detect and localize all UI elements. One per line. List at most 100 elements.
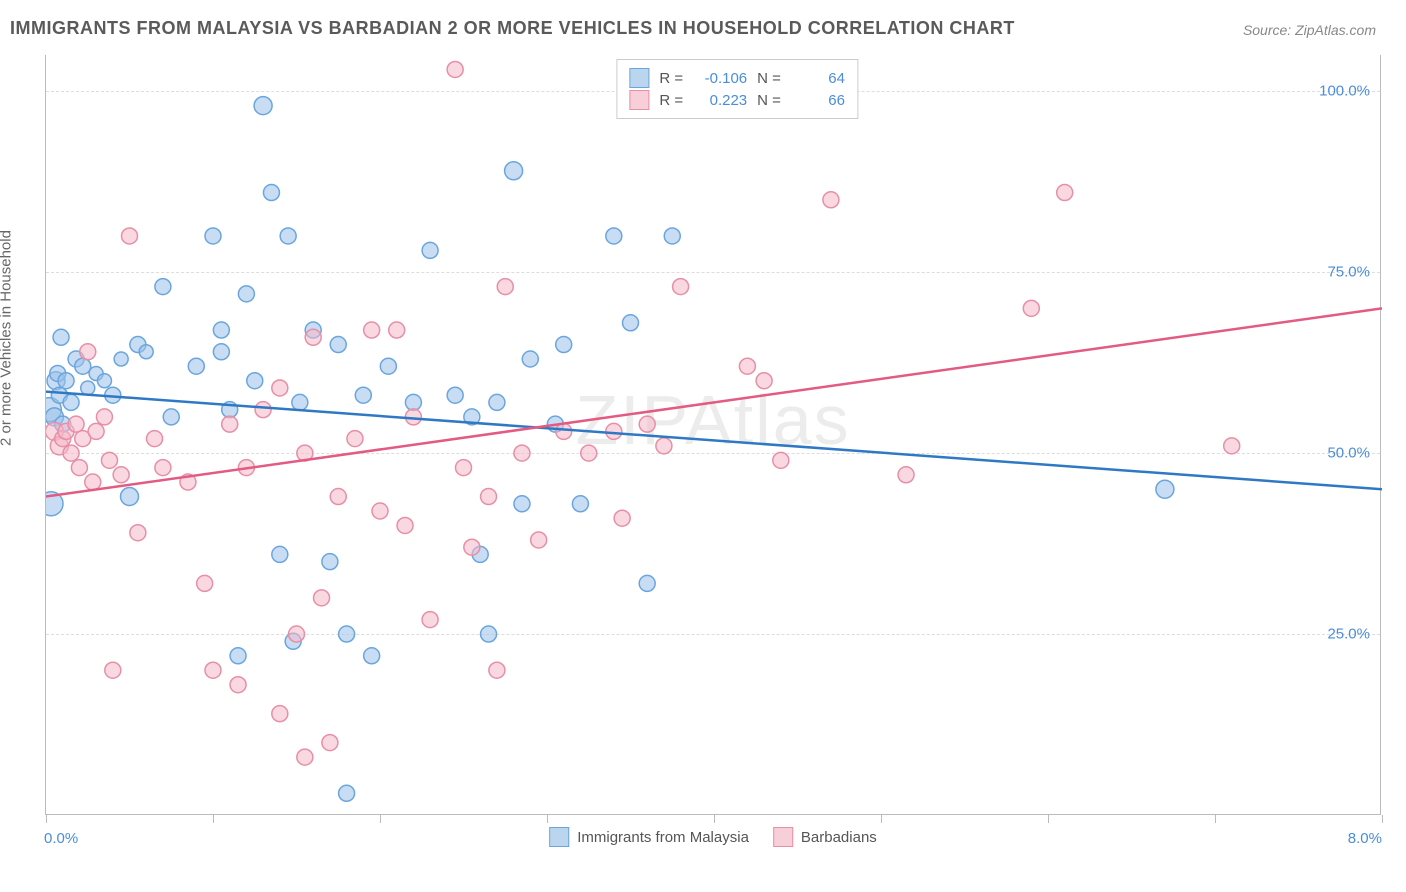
scatter-point (505, 162, 523, 180)
scatter-point (673, 279, 689, 295)
chart-container: ZIPAtlas R = -0.106 N = 64 R = 0.223 N =… (45, 55, 1381, 815)
scatter-point (389, 322, 405, 338)
source-attribution: Source: ZipAtlas.com (1243, 22, 1376, 38)
legend-r-value-2: 0.223 (693, 92, 747, 109)
scatter-point (405, 394, 421, 410)
scatter-point (489, 662, 505, 678)
scatter-point (238, 286, 254, 302)
scatter-point (481, 489, 497, 505)
scatter-point (155, 279, 171, 295)
scatter-point (522, 351, 538, 367)
scatter-point (272, 546, 288, 562)
scatter-point (101, 452, 117, 468)
scatter-point (205, 228, 221, 244)
legend-swatch-2 (629, 90, 649, 110)
scatter-point (623, 315, 639, 331)
plot-area: ZIPAtlas R = -0.106 N = 64 R = 0.223 N =… (45, 55, 1381, 815)
scatter-point (68, 416, 84, 432)
x-tick (547, 815, 548, 823)
scatter-point (292, 394, 308, 410)
scatter-point (97, 374, 111, 388)
series-legend: Immigrants from Malaysia Barbadians (549, 827, 877, 847)
legend-item-1: Immigrants from Malaysia (549, 827, 749, 847)
scatter-point (1057, 185, 1073, 201)
scatter-point (773, 452, 789, 468)
scatter-point (339, 626, 355, 642)
legend-r-label: R = (659, 92, 683, 109)
scatter-svg (46, 55, 1382, 815)
scatter-point (422, 242, 438, 258)
legend-row-series-2: R = 0.223 N = 66 (629, 90, 845, 110)
scatter-point (756, 373, 772, 389)
x-axis-min-label: 0.0% (44, 830, 78, 847)
scatter-point (121, 488, 139, 506)
chart-title: IMMIGRANTS FROM MALAYSIA VS BARBADIAN 2 … (10, 18, 1015, 39)
scatter-point (664, 228, 680, 244)
y-axis-label: 2 or more Vehicles in Household (0, 230, 15, 446)
scatter-point (188, 358, 204, 374)
scatter-point (397, 517, 413, 533)
trend-line (46, 308, 1382, 496)
scatter-point (355, 387, 371, 403)
scatter-point (364, 648, 380, 664)
scatter-point (639, 575, 655, 591)
scatter-point (222, 416, 238, 432)
scatter-point (330, 489, 346, 505)
legend-r-value-1: -0.106 (693, 70, 747, 87)
legend-n-label: N = (757, 70, 781, 87)
scatter-point (456, 460, 472, 476)
scatter-point (113, 467, 129, 483)
scatter-point (497, 279, 513, 295)
x-tick (46, 815, 47, 823)
scatter-point (339, 785, 355, 801)
legend-r-label: R = (659, 70, 683, 87)
scatter-point (330, 337, 346, 353)
x-axis-max-label: 8.0% (1348, 830, 1382, 847)
scatter-point (898, 467, 914, 483)
correlation-legend: R = -0.106 N = 64 R = 0.223 N = 66 (616, 59, 858, 119)
scatter-point (205, 662, 221, 678)
scatter-point (1224, 438, 1240, 454)
scatter-point (289, 626, 305, 642)
legend-n-label: N = (757, 92, 781, 109)
x-tick (380, 815, 381, 823)
scatter-point (447, 61, 463, 77)
legend-item-2: Barbadians (773, 827, 877, 847)
scatter-point (71, 460, 87, 476)
x-tick (714, 815, 715, 823)
scatter-point (531, 532, 547, 548)
scatter-point (556, 337, 572, 353)
scatter-point (739, 358, 755, 374)
legend-bottom-swatch-2 (773, 827, 793, 847)
scatter-point (606, 423, 622, 439)
scatter-point (464, 539, 480, 555)
scatter-point (80, 344, 96, 360)
scatter-point (481, 626, 497, 642)
x-tick (213, 815, 214, 823)
scatter-point (372, 503, 388, 519)
scatter-point (213, 344, 229, 360)
scatter-point (572, 496, 588, 512)
scatter-point (364, 322, 380, 338)
scatter-point (639, 416, 655, 432)
scatter-point (581, 445, 597, 461)
scatter-point (514, 496, 530, 512)
legend-bottom-swatch-1 (549, 827, 569, 847)
scatter-point (322, 554, 338, 570)
x-tick (881, 815, 882, 823)
scatter-point (122, 228, 138, 244)
scatter-point (272, 380, 288, 396)
scatter-point (1156, 480, 1174, 498)
scatter-point (514, 445, 530, 461)
scatter-point (130, 525, 146, 541)
legend-n-value-1: 64 (791, 70, 845, 87)
scatter-point (614, 510, 630, 526)
x-tick (1048, 815, 1049, 823)
scatter-point (823, 192, 839, 208)
scatter-point (163, 409, 179, 425)
legend-bottom-label-1: Immigrants from Malaysia (577, 829, 749, 846)
scatter-point (314, 590, 330, 606)
scatter-point (305, 329, 321, 345)
scatter-point (606, 228, 622, 244)
legend-swatch-1 (629, 68, 649, 88)
